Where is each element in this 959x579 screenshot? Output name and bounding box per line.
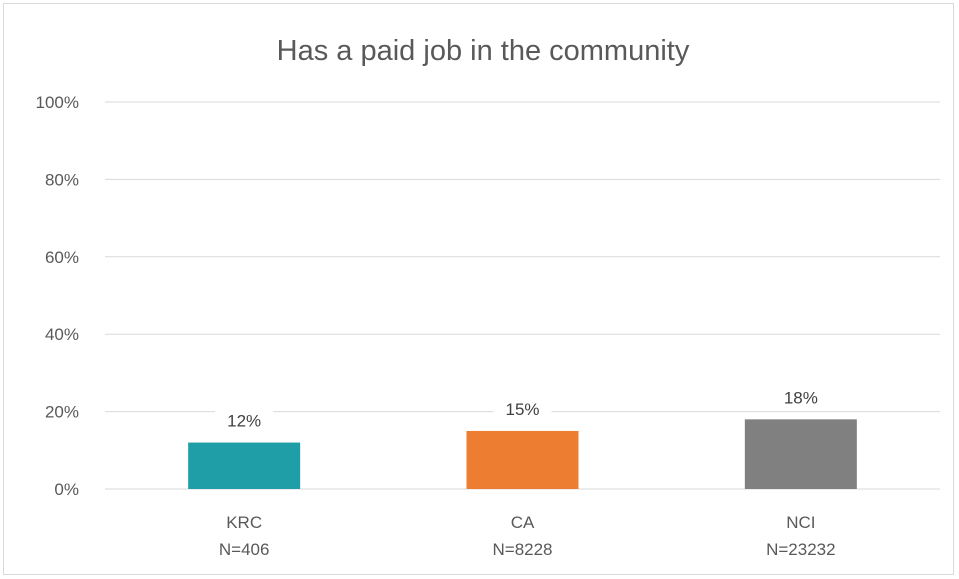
y-axis-tick-labels: 0% 20% 40% 60% 80% 100%	[36, 93, 79, 499]
x-category-label: NCI	[786, 513, 815, 532]
y-tick-label: 20%	[45, 403, 79, 422]
bar-krc	[188, 442, 301, 489]
bar-ca	[466, 430, 579, 489]
chart-title: Has a paid job in the community	[277, 35, 690, 67]
y-tick-label: 0%	[54, 480, 79, 499]
data-label-background	[771, 383, 830, 410]
data-label: 12%	[227, 412, 261, 431]
y-tick-label: 80%	[45, 170, 79, 189]
x-category-n-label: N=8228	[492, 540, 552, 559]
data-label: 15%	[505, 400, 539, 419]
x-category-n-label: N=406	[219, 540, 270, 559]
x-category-label: CA	[511, 513, 535, 532]
data-labels: 12% 15% 18%	[215, 383, 830, 433]
bars	[188, 419, 857, 489]
y-tick-label: 60%	[45, 248, 79, 267]
bar-nci	[744, 419, 857, 489]
x-axis-category-labels: KRC N=406 CA N=8228 NCI N=23232	[219, 513, 836, 559]
y-tick-label: 40%	[45, 325, 79, 344]
data-label: 18%	[784, 388, 818, 407]
x-category-label: KRC	[226, 513, 262, 532]
data-label-background	[215, 406, 274, 433]
y-tick-label: 100%	[36, 93, 79, 112]
x-category-n-label: N=23232	[766, 540, 835, 559]
data-label-background	[493, 394, 552, 421]
